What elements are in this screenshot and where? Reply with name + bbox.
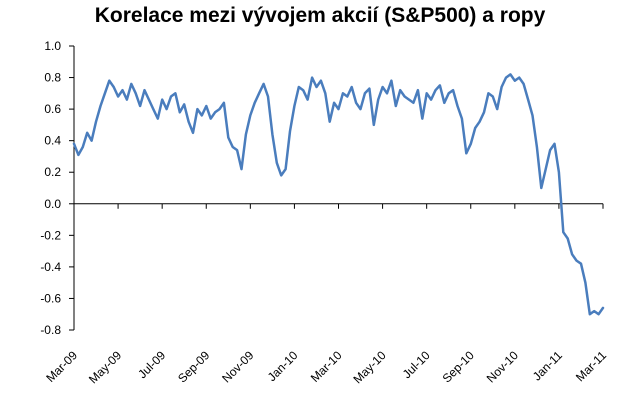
y-tick-label: 0.2: [44, 165, 61, 179]
series-line: [72, 73, 605, 316]
x-tick-label: Mar-09: [43, 348, 80, 385]
x-tick-label: Jan-10: [265, 348, 301, 384]
x-tick-label: Jan-11: [530, 348, 565, 383]
y-tick-label: 0.8: [44, 71, 61, 85]
y-tick-label: 1.0: [44, 39, 61, 53]
x-tick-label: May-09: [86, 348, 124, 386]
x-tick-label: Nov-10: [484, 348, 521, 385]
x-tick-label: Nov-09: [219, 348, 256, 385]
x-tick-label: Jul-09: [135, 348, 168, 381]
y-tick-label: 0.6: [44, 102, 61, 116]
x-tick-label: Mar-10: [308, 348, 345, 385]
x-tick-label: May-10: [351, 348, 389, 386]
y-tick-label: -0.6: [40, 291, 61, 305]
x-tick-label: Mar-11: [573, 348, 609, 384]
chart-title: Korelace mezi vývojem akcií (S&P500) a r…: [94, 4, 546, 27]
y-tick-label: 0.0: [44, 197, 61, 211]
x-tick-label: Sep-09: [175, 348, 212, 385]
y-tick-label: 0.4: [44, 134, 61, 148]
y-tick-label: -0.4: [40, 260, 61, 274]
y-tick-label: -0.2: [40, 228, 61, 242]
y-tick-label: -0.8: [40, 323, 61, 337]
x-tick-label: Sep-10: [440, 348, 477, 385]
x-tick-label: Jul-10: [400, 348, 433, 381]
